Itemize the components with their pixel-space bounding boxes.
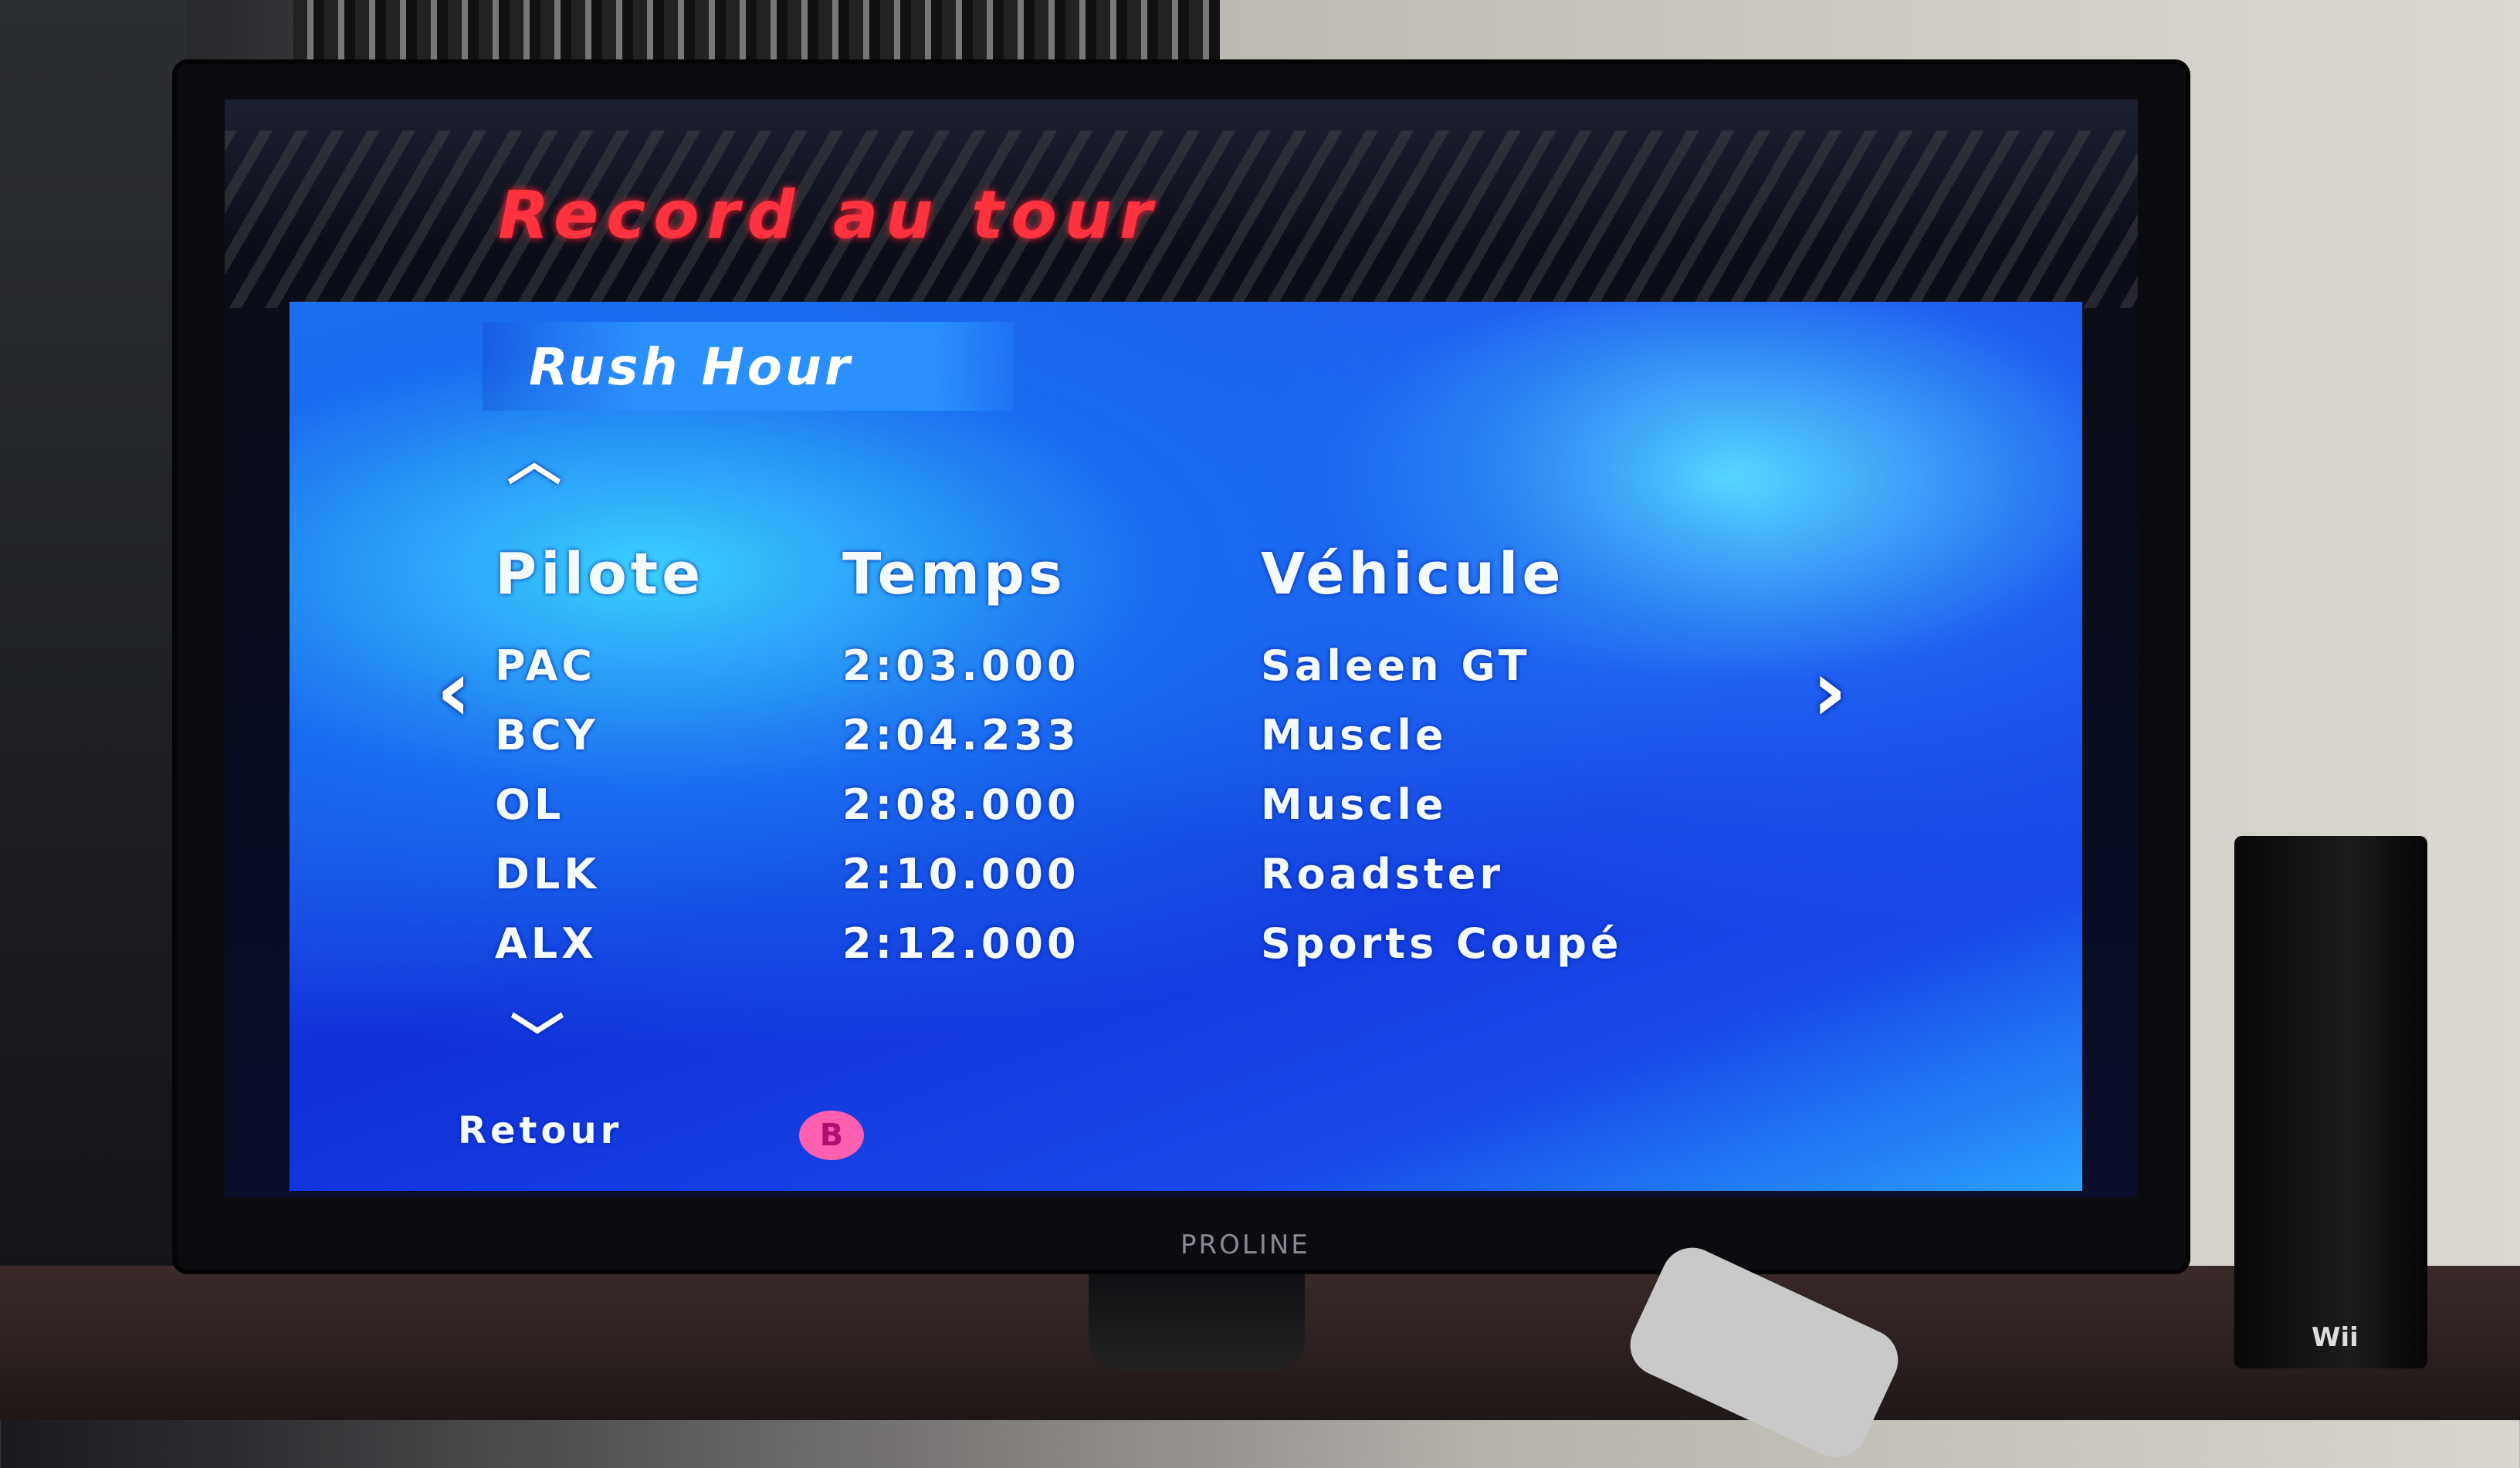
wii-logo: Wii	[2312, 1322, 2359, 1353]
chevron-up-icon[interactable]: ︿	[507, 429, 561, 492]
header-time: Temps	[842, 541, 1066, 607]
track-tab[interactable]: Rush Hour	[483, 322, 1014, 411]
game-screen: Record au tour Rush Hour ︿ Pilote Temps …	[225, 100, 2138, 1197]
header-pilot: Pilote	[495, 541, 705, 607]
row-vehicle: Saleen GT	[1261, 641, 1531, 690]
back-label[interactable]: Retour	[458, 1109, 623, 1152]
chevron-down-icon[interactable]: ﹀	[510, 1008, 564, 1071]
row-time: 2:10.000	[842, 850, 1080, 898]
row-pilot: DLK	[495, 850, 601, 898]
row-vehicle: Muscle	[1261, 711, 1448, 759]
curtain	[293, 0, 1220, 69]
header-vehicle: Véhicule	[1261, 541, 1565, 607]
row-vehicle: Roadster	[1261, 850, 1504, 898]
track-name: Rush Hour	[529, 337, 853, 397]
row-vehicle: Sports Coupé	[1261, 919, 1623, 968]
row-time: 2:08.000	[842, 780, 1080, 829]
tv-stand	[1089, 1270, 1305, 1370]
row-time: 2:12.000	[842, 919, 1080, 968]
row-pilot: OL	[495, 780, 565, 829]
row-time: 2:04.233	[842, 711, 1080, 759]
wii-console: Wii	[2234, 836, 2427, 1368]
row-vehicle: Muscle	[1261, 780, 1448, 829]
tv-brand-logo: PROLINE	[1180, 1230, 1310, 1260]
row-time: 2:03.000	[842, 641, 1080, 690]
page-title: Record au tour	[498, 177, 1160, 254]
tire-tread-banner	[225, 130, 2138, 308]
b-button-icon[interactable]: B	[799, 1111, 864, 1160]
lap-record-panel: Rush Hour ︿ Pilote Temps Véhicule ‹ › PA…	[290, 302, 2082, 1191]
chevron-left-icon[interactable]: ‹	[436, 641, 472, 740]
row-pilot: PAC	[495, 641, 597, 690]
room-wall-left	[0, 0, 185, 1420]
chevron-right-icon[interactable]: ›	[1812, 641, 1848, 740]
row-pilot: BCY	[495, 711, 599, 759]
row-pilot: ALX	[495, 919, 598, 968]
tv: Record au tour Rush Hour ︿ Pilote Temps …	[177, 64, 2186, 1270]
